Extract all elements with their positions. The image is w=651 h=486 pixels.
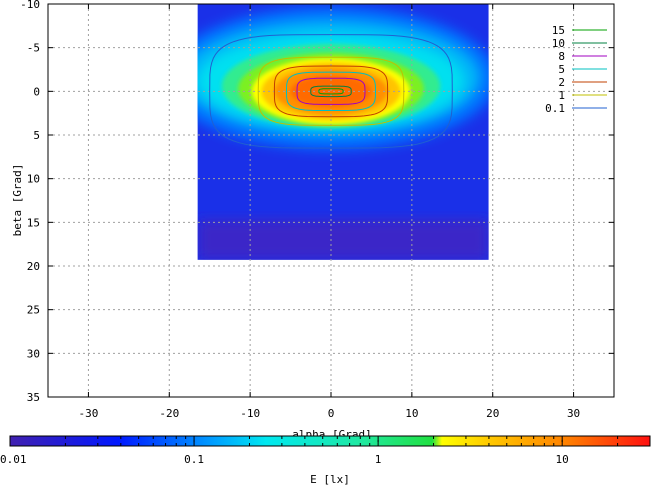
x-tick-label: 30 (567, 407, 580, 420)
legend-label: 15 (552, 24, 565, 37)
y-tick-label: 10 (27, 173, 40, 186)
contour-8 (296, 77, 366, 105)
y-tick-label: 5 (33, 129, 40, 142)
legend-label: 5 (558, 63, 565, 76)
colorbar-label: E [lx] (310, 473, 350, 486)
x-tick-label: -30 (78, 407, 98, 420)
legend-label: 0.1 (545, 102, 565, 115)
contour-15 (318, 88, 344, 95)
x-tick-label: 20 (486, 407, 499, 420)
legend-label: 2 (558, 76, 565, 89)
colorbar-tick-label: 1 (375, 453, 382, 466)
y-tick-label: 25 (27, 304, 40, 317)
x-tick-label: 0 (328, 407, 335, 420)
contour-5 (285, 71, 376, 111)
heatmap-bottom-band (197, 219, 489, 260)
y-tick-label: 30 (27, 347, 40, 360)
x-tick-label: -10 (240, 407, 260, 420)
colorbar-tick-label: 0.01 (0, 453, 27, 466)
legend-label: 10 (552, 37, 565, 50)
y-tick-label: 15 (27, 216, 40, 229)
contour-2 (273, 65, 389, 118)
contour-lines (209, 34, 453, 149)
contour-1 (257, 56, 405, 126)
colorbar-tick-label: 0.1 (184, 453, 204, 466)
heatmap-area (197, 4, 489, 260)
contour-0-1 (209, 34, 453, 149)
y-tick-label: -5 (27, 42, 40, 55)
heatmap-layer (290, 75, 372, 108)
contour-10 (310, 85, 352, 98)
y-tick-label: 0 (33, 85, 40, 98)
y-tick-label: 20 (27, 260, 40, 273)
x-tick-label: 10 (405, 407, 418, 420)
colorbar: 0.01 0.1 1 10 (0, 435, 651, 466)
legend-label: 1 (558, 89, 565, 102)
x-tick-label: -20 (159, 407, 179, 420)
y-axis-label: beta [Grad] (11, 164, 24, 237)
y-tick-label: -10 (20, 0, 40, 11)
y-tick-label: 35 (27, 391, 40, 404)
legend-label: 8 (558, 50, 565, 63)
colorbar-tick-label: 10 (556, 453, 569, 466)
x-axis-ticks: -30 -20 -10 0 10 20 30 (78, 4, 580, 420)
